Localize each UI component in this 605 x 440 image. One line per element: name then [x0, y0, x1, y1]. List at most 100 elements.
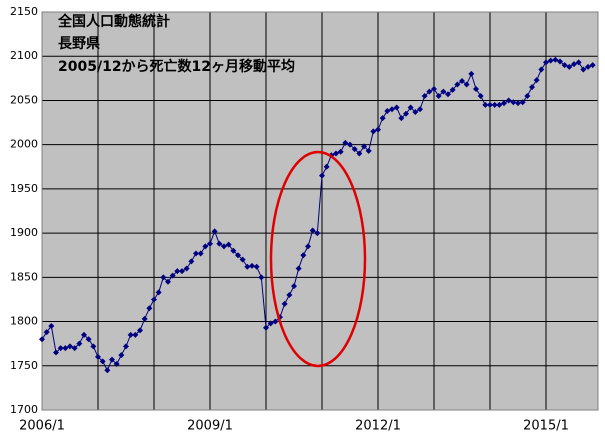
data-point	[501, 100, 507, 107]
data-point	[85, 336, 92, 343]
data-point	[468, 70, 475, 77]
data-point	[445, 91, 451, 98]
data-point	[118, 352, 125, 359]
data-point	[477, 93, 484, 100]
data-point	[449, 86, 456, 93]
y-tick-label: 2050	[10, 93, 38, 106]
data-point	[417, 106, 423, 113]
data-point	[67, 343, 73, 350]
data-point	[146, 305, 153, 312]
data-point	[253, 263, 260, 270]
data-point	[403, 110, 409, 117]
data-point	[127, 331, 134, 338]
data-point	[319, 172, 325, 179]
data-point	[225, 241, 232, 248]
data-point	[473, 85, 479, 92]
data-point	[412, 108, 419, 115]
data-point	[505, 97, 512, 104]
data-point	[104, 367, 111, 374]
data-point	[524, 93, 531, 100]
data-point	[155, 289, 162, 296]
data-point	[211, 228, 218, 235]
data-point	[547, 57, 554, 64]
data-point	[533, 77, 540, 84]
data-point	[342, 139, 349, 146]
data-point	[496, 101, 503, 108]
data-point	[487, 101, 493, 108]
data-point	[459, 77, 465, 84]
data-point	[529, 84, 535, 91]
data-point	[309, 227, 316, 234]
data-point	[463, 81, 470, 88]
data-point	[197, 250, 204, 257]
data-point	[333, 150, 339, 157]
y-tick-label: 1750	[10, 359, 38, 372]
data-point	[272, 318, 279, 325]
data-point	[141, 315, 148, 322]
data-point	[510, 99, 517, 106]
data-point	[482, 101, 489, 108]
data-point	[491, 101, 498, 108]
data-point	[393, 104, 400, 111]
data-point	[426, 88, 433, 95]
data-point	[263, 324, 269, 331]
data-point	[291, 283, 297, 290]
data-point	[557, 58, 563, 65]
data-point	[571, 61, 577, 68]
x-tick-label: 2009/1	[187, 419, 233, 434]
y-tick-label: 1800	[10, 315, 38, 328]
data-point	[249, 262, 255, 269]
data-point	[281, 300, 288, 307]
data-point	[515, 100, 521, 107]
data-point	[188, 258, 195, 265]
data-point	[370, 128, 377, 135]
data-point	[39, 336, 45, 343]
title-line: 全国人口動態統計	[57, 13, 170, 30]
data-point	[165, 278, 171, 285]
data-point	[519, 99, 526, 106]
data-point	[585, 63, 591, 70]
y-tick-label: 1900	[10, 226, 38, 239]
data-point	[305, 243, 311, 250]
data-point	[183, 265, 190, 272]
data-point	[179, 268, 185, 275]
data-point	[258, 274, 265, 281]
data-point	[552, 56, 559, 63]
data-point	[375, 126, 381, 133]
data-point	[151, 296, 157, 303]
data-point	[221, 243, 227, 250]
data-point	[431, 85, 437, 92]
data-point	[169, 272, 176, 279]
y-tick-label: 1950	[10, 182, 38, 195]
data-point	[174, 268, 181, 275]
data-point	[90, 343, 97, 350]
y-tick-label: 2150	[10, 5, 38, 18]
data-point	[580, 66, 587, 73]
data-point	[407, 104, 414, 111]
data-point	[244, 263, 251, 270]
data-point	[361, 143, 367, 150]
data-point	[356, 150, 363, 157]
data-point	[132, 331, 139, 338]
data-point	[389, 106, 395, 113]
y-tick-label: 2100	[10, 49, 38, 62]
data-point	[109, 356, 115, 363]
data-point	[538, 66, 545, 73]
data-point	[57, 345, 64, 352]
title-line: 長野県	[58, 36, 100, 52]
data-point	[347, 141, 353, 148]
data-point	[566, 63, 573, 70]
data-point	[365, 147, 372, 154]
data-point	[440, 88, 447, 95]
data-point	[123, 343, 129, 350]
data-point	[543, 59, 549, 66]
data-point	[43, 329, 50, 336]
data-point	[76, 340, 83, 347]
data-point	[113, 361, 120, 368]
x-tick-label: 2006/1	[19, 419, 65, 434]
data-point	[379, 115, 386, 122]
title-line: 2005/12から死亡数12ヶ月移動平均	[58, 58, 295, 75]
data-point	[337, 148, 344, 155]
data-point	[435, 93, 442, 100]
